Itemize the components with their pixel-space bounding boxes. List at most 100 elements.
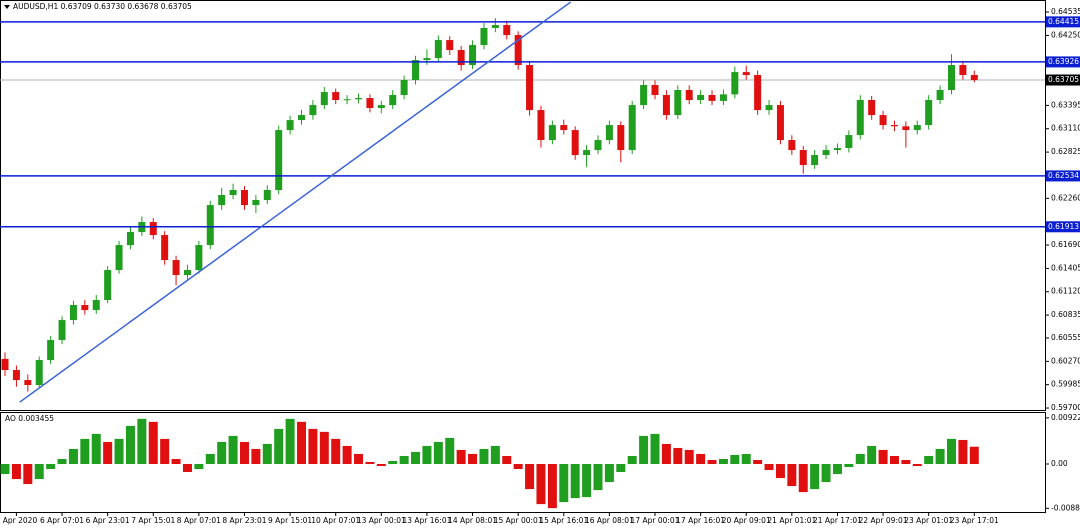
indicator-bar (730, 454, 740, 464)
candle-body (366, 98, 374, 109)
x-tick-label: 20 Apr 09:01 (722, 516, 771, 525)
y-tick-label: 0.61120 (1051, 287, 1080, 296)
x-tick-label: 21 Apr 01:01 (767, 516, 816, 525)
candle-body (400, 80, 408, 96)
indicator-bar (627, 456, 637, 464)
candle-body (594, 140, 602, 151)
candle-body (651, 85, 659, 96)
y-tick-label: 0.64535 (1051, 7, 1080, 16)
candle-body (355, 98, 363, 100)
y-tick-label: 0.64250 (1051, 30, 1080, 39)
y-tick-label: 0.61405 (1051, 263, 1080, 272)
indicator-tick-label: 0.00 (1051, 459, 1068, 468)
last-price-box (1046, 74, 1080, 86)
indicator-bar (604, 464, 614, 483)
candle-body (58, 320, 66, 341)
candle-body (605, 125, 613, 141)
indicator-bar (525, 464, 535, 490)
indicator-bar (468, 453, 478, 464)
candle-body (263, 190, 271, 201)
candle-body (628, 105, 636, 151)
indicator-bar (217, 441, 227, 464)
candle-body (845, 135, 853, 149)
y-tick-label: 0.63395 (1051, 100, 1080, 109)
x-tick-label: 17 Apr 00:01 (631, 516, 680, 525)
candle-body (47, 340, 55, 361)
indicator-bar (946, 438, 956, 464)
indicator-bar (262, 443, 272, 464)
indicator-bar (342, 445, 352, 464)
indicator-bar (753, 460, 763, 464)
indicator-bar (422, 445, 432, 464)
y-tick-label: 0.61690 (1051, 240, 1080, 249)
indicator-bar (80, 438, 90, 464)
candle-body (526, 65, 534, 111)
indicator-bar (34, 464, 44, 480)
level-label-box (1046, 170, 1080, 182)
candle-body (890, 125, 898, 127)
candle-body (856, 100, 864, 136)
candle-body (514, 35, 522, 66)
x-tick-label: 7 Apr 15:01 (131, 516, 175, 525)
indicator-bar (559, 464, 569, 503)
indicator-bar (68, 448, 78, 464)
indicator-bar (673, 447, 683, 464)
x-tick-label: 15 Apr 00:01 (494, 516, 543, 525)
level-label-box (1046, 16, 1080, 28)
indicator-bar (707, 460, 717, 464)
candle-body (868, 100, 876, 116)
indicator-bar (365, 462, 375, 464)
indicator-label: AO 0.003455 (5, 414, 54, 423)
indicator-bar (137, 418, 147, 464)
candle-body (822, 150, 830, 156)
x-tick-label: 15 Apr 16:01 (539, 516, 588, 525)
indicator-bar (787, 464, 797, 487)
indicator-bar (182, 464, 192, 472)
indicator-bar (205, 453, 215, 464)
candle-body (343, 99, 351, 101)
candle-body (1, 358, 9, 371)
candle-body (240, 190, 248, 206)
candle-body (275, 130, 283, 191)
x-tick-label: 13 Apr 16:01 (402, 516, 451, 525)
candle-body (115, 245, 123, 271)
candle-body (571, 130, 579, 156)
level-label: 0.63926 (1048, 57, 1079, 66)
candle-body (560, 125, 568, 131)
candle-body (298, 115, 306, 121)
candle-body (161, 235, 169, 261)
candle-body (229, 190, 237, 196)
indicator-bar (855, 453, 865, 464)
indicator-bar (513, 464, 523, 469)
x-tick-label: 3 Apr 2020 (0, 516, 37, 525)
indicator-bar (46, 464, 56, 469)
x-tick-label: 13 Apr 00:01 (357, 516, 406, 525)
x-tick-label: 22 Apr 09:01 (859, 516, 908, 525)
candle-body (583, 150, 591, 156)
candle-body (389, 95, 397, 106)
candle-body (959, 65, 967, 76)
indicator-bar (969, 446, 979, 464)
candle-body (92, 300, 100, 311)
indicator-bar (490, 445, 500, 464)
candle-body (731, 72, 739, 95)
candle-body (332, 92, 340, 101)
candle-body (12, 370, 20, 381)
candle-body (457, 50, 465, 66)
candle-body (252, 200, 260, 206)
candle-body (640, 85, 648, 106)
indicator-bar (901, 460, 911, 464)
indicator-bar (23, 464, 33, 485)
candle-body (662, 95, 670, 116)
candle-body (412, 60, 420, 81)
chart-title: AUDUSD,H1 0.63709 0.63730 0.63678 0.6370… (13, 2, 192, 11)
indicator-bar (103, 441, 113, 464)
x-tick-label: 8 Apr 07:01 (177, 516, 221, 525)
indicator-bar (616, 464, 626, 472)
x-tick-label: 10 Apr 07:01 (311, 516, 360, 525)
candle-body (104, 270, 112, 301)
candle-body (685, 90, 693, 101)
candle-body (81, 305, 89, 311)
indicator-bar (878, 449, 888, 464)
indicator-tick-label: -0.008861 (1051, 503, 1080, 512)
